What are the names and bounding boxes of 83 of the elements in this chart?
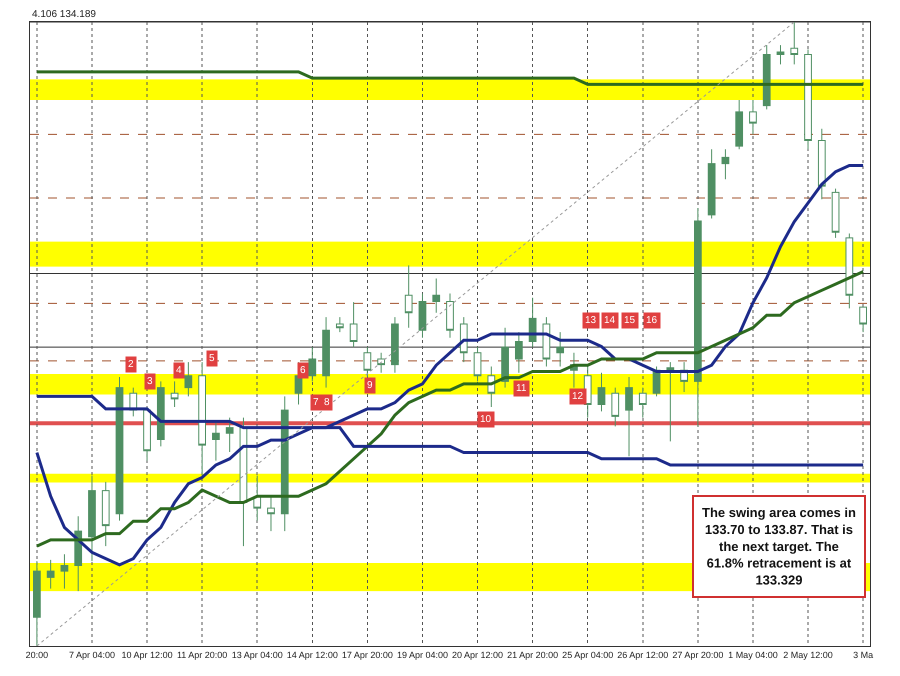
candlestick	[446, 292, 454, 338]
candlestick	[762, 44, 771, 110]
x-tick-label: 1 May 04:00	[728, 650, 778, 660]
annotation: 2	[128, 359, 134, 370]
candlestick	[542, 316, 550, 367]
candlestick	[364, 346, 372, 378]
annotation: 13	[585, 315, 597, 326]
x-tick-label: 26 Apr 12:00	[617, 650, 668, 660]
annotation: 9	[367, 380, 373, 391]
candlestick	[46, 559, 55, 590]
candlestick	[514, 332, 523, 374]
annotation: 14	[604, 315, 616, 326]
candlestick	[102, 481, 110, 547]
candlestick	[88, 475, 96, 562]
candlestick	[184, 362, 192, 397]
candlestick	[308, 346, 316, 382]
x-tick-label: 2 May 12:00	[783, 650, 833, 660]
candlestick	[432, 278, 440, 314]
candlestick	[474, 346, 482, 382]
candlestick	[749, 100, 757, 135]
x-tick-label: 21 Apr 20:00	[507, 650, 558, 660]
annotation: 6	[300, 365, 306, 376]
candlestick	[832, 188, 840, 238]
candlestick	[226, 417, 234, 452]
candlestick	[666, 362, 674, 442]
candlestick	[652, 366, 660, 397]
candlestick	[156, 380, 165, 447]
candlestick	[556, 332, 564, 367]
candlestick	[198, 362, 206, 476]
annotation: 5	[209, 353, 215, 364]
x-tick-label: 11 Apr 20:00	[176, 650, 228, 660]
candlestick	[116, 376, 124, 522]
x-tick-label: 17 Apr 20:00	[342, 650, 393, 660]
candlestick	[708, 148, 716, 220]
candlestick	[350, 302, 358, 348]
candlestick	[336, 316, 344, 333]
candlestick	[598, 372, 606, 412]
candlestick	[611, 387, 620, 427]
x-tick-label: 20 Apr 12:00	[452, 650, 504, 660]
candlestick	[845, 233, 854, 309]
x-tick-label: 25 Apr 04:00	[562, 650, 614, 660]
candlestick	[280, 396, 289, 532]
candlestick	[212, 421, 220, 462]
candlestick	[253, 475, 262, 522]
candlestick	[418, 292, 426, 338]
annotation: 8	[324, 397, 330, 408]
candlestick	[638, 387, 647, 418]
x-tick-label: 3 Ma	[853, 650, 874, 660]
candlestick	[804, 48, 812, 150]
x-tick-label: 10 Apr 12:00	[122, 650, 173, 660]
candlestick	[735, 100, 744, 150]
candlestick	[322, 316, 330, 388]
candlestick	[722, 148, 730, 180]
candlestick	[501, 327, 509, 388]
x-tick-label: 14 Apr 12:00	[286, 650, 338, 660]
annotation: 11	[516, 383, 527, 394]
x-tick-label: 7 Apr 04:00	[68, 650, 115, 660]
annotation: 7	[313, 397, 319, 408]
x-tick-label: 19 Apr 04:00	[396, 650, 448, 660]
annotation: 4	[176, 365, 182, 376]
annotation: 16	[646, 315, 658, 326]
candlestick	[170, 380, 178, 408]
annotation: 12	[572, 391, 584, 402]
annotation: 10	[480, 414, 492, 425]
x-tick-label: 20:00	[26, 650, 48, 660]
x-tick-label: 13 Apr 04:00	[232, 650, 283, 660]
candlestick	[60, 554, 68, 590]
candlestick	[267, 496, 275, 532]
candlestick	[625, 376, 633, 457]
candlestick	[790, 22, 798, 65]
candlestick	[377, 352, 386, 374]
annotation: The swing area comes in 133.70 to 133.87. That is the next target. The 61.8% retracement is at 133.329	[702, 505, 856, 588]
candlestick	[240, 417, 248, 547]
candlestick	[33, 560, 41, 646]
x-tick-label: 27 Apr 20:00	[672, 650, 724, 660]
candlestick	[404, 264, 413, 328]
candlestick	[818, 128, 826, 200]
candlestick	[391, 316, 399, 374]
candlestick	[776, 44, 784, 65]
annotation: 15	[624, 315, 636, 326]
candlestick	[859, 306, 867, 333]
text: 4.106 134.189	[32, 9, 96, 20]
annotation: 3	[147, 376, 153, 387]
